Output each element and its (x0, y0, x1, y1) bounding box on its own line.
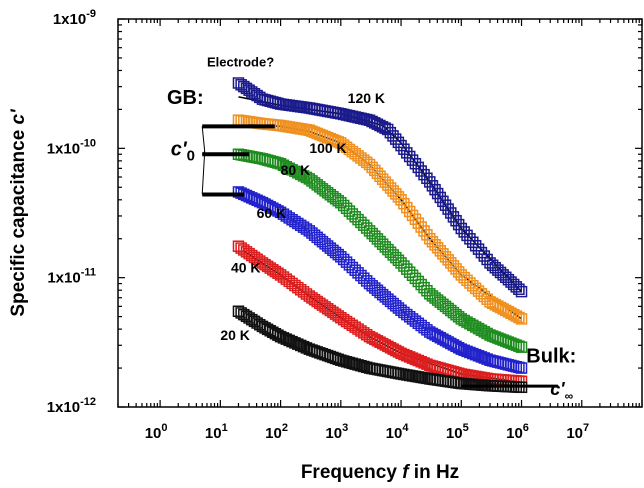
data-point (515, 362, 528, 374)
axis-ticks (117, 18, 643, 408)
x-tick-label: 101 (205, 422, 228, 442)
y-tick-label: 1x10-10 (47, 137, 96, 157)
series-60-k (232, 186, 528, 374)
series-label: 100 K (309, 140, 346, 156)
bulk-label: Bulk: (526, 346, 576, 368)
x-tick-label: 106 (506, 422, 529, 442)
gb-connector (201, 151, 206, 195)
text-labels: 100 101 102 103 104 105 106 107 1x10-12 1x10-11 1x… (8, 8, 589, 483)
data-point (515, 313, 528, 325)
series-20-k (232, 305, 528, 394)
data-point (515, 341, 528, 353)
series-label: 80 K (281, 162, 311, 178)
series-100-k (232, 114, 528, 325)
x-tick-label: 102 (265, 422, 288, 442)
series-80-k (232, 148, 528, 353)
data-points (232, 77, 528, 394)
series-label: 60 K (257, 205, 287, 221)
y-axis-title: Specific capacitance c' (8, 108, 29, 317)
electrode-label: Electrode? (207, 54, 274, 69)
data-point (513, 311, 525, 324)
x-axis-title: Frequency f in Hz (301, 462, 459, 483)
gb-connector (201, 126, 206, 152)
y-tick-label: 1x10-11 (47, 267, 96, 287)
plot-frame (117, 18, 643, 408)
gb-label: GB: (167, 87, 204, 109)
c0-label: c'0 (171, 139, 195, 165)
data-point (513, 283, 525, 295)
series-40-k (232, 240, 528, 388)
x-tick-label: 107 (566, 422, 589, 442)
series-label: 120 K (348, 90, 385, 106)
data-point (515, 285, 528, 298)
cinf-label: c'∞ (550, 379, 573, 403)
x-tick-label: 100 (145, 422, 168, 442)
data-point (513, 340, 525, 352)
plateau-markers (201, 124, 558, 388)
x-tick-label: 104 (386, 422, 410, 442)
series-120-k (232, 77, 528, 298)
x-tick-label: 103 (325, 422, 348, 442)
y-tick-label: 1x10-12 (47, 396, 96, 416)
y-tick-label: 1x10-9 (53, 8, 96, 28)
x-tick-label: 105 (446, 422, 469, 442)
series-label: 20 K (220, 327, 250, 343)
series-label: 40 K (231, 259, 261, 275)
